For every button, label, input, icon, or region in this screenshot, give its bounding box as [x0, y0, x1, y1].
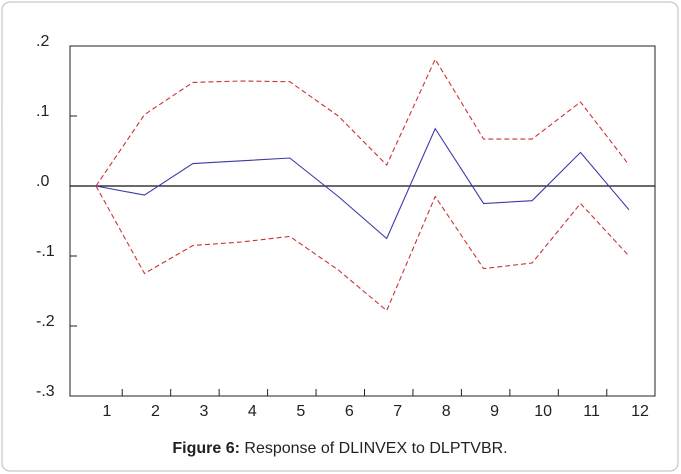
- caption-label: Figure 6:: [172, 440, 240, 457]
- x-tick-label: 6: [345, 403, 354, 420]
- y-tick-label: -.3: [36, 383, 55, 400]
- x-tick-label: 8: [442, 403, 451, 420]
- x-tick-label: 11: [583, 403, 600, 420]
- x-tick-label: 10: [534, 403, 552, 420]
- x-tick-label: 1: [103, 403, 112, 420]
- x-tick-label: 2: [151, 403, 160, 420]
- series-line: [95, 58, 630, 187]
- series-line: [95, 185, 630, 312]
- x-tick-label: 4: [248, 403, 257, 420]
- x-tick-label: 12: [631, 403, 649, 420]
- y-tick-label: -.1: [36, 243, 55, 260]
- y-tick-label: .0: [36, 173, 49, 190]
- y-tick-label: .2: [36, 33, 49, 50]
- x-tick-label: 7: [393, 403, 402, 420]
- x-tick-label: 9: [490, 403, 499, 420]
- caption: Figure 6: Response of DLINVEX to DLPTVBR…: [172, 440, 507, 457]
- caption-text: Response of DLINVEX to DLPTVBR.: [240, 440, 508, 457]
- x-tick-label: 5: [296, 403, 305, 420]
- series-line: [95, 127, 630, 240]
- plot-frame: [69, 45, 656, 397]
- y-tick-label: .1: [36, 103, 49, 120]
- y-tick-label: -.2: [36, 313, 55, 330]
- x-tick-label: 3: [199, 403, 208, 420]
